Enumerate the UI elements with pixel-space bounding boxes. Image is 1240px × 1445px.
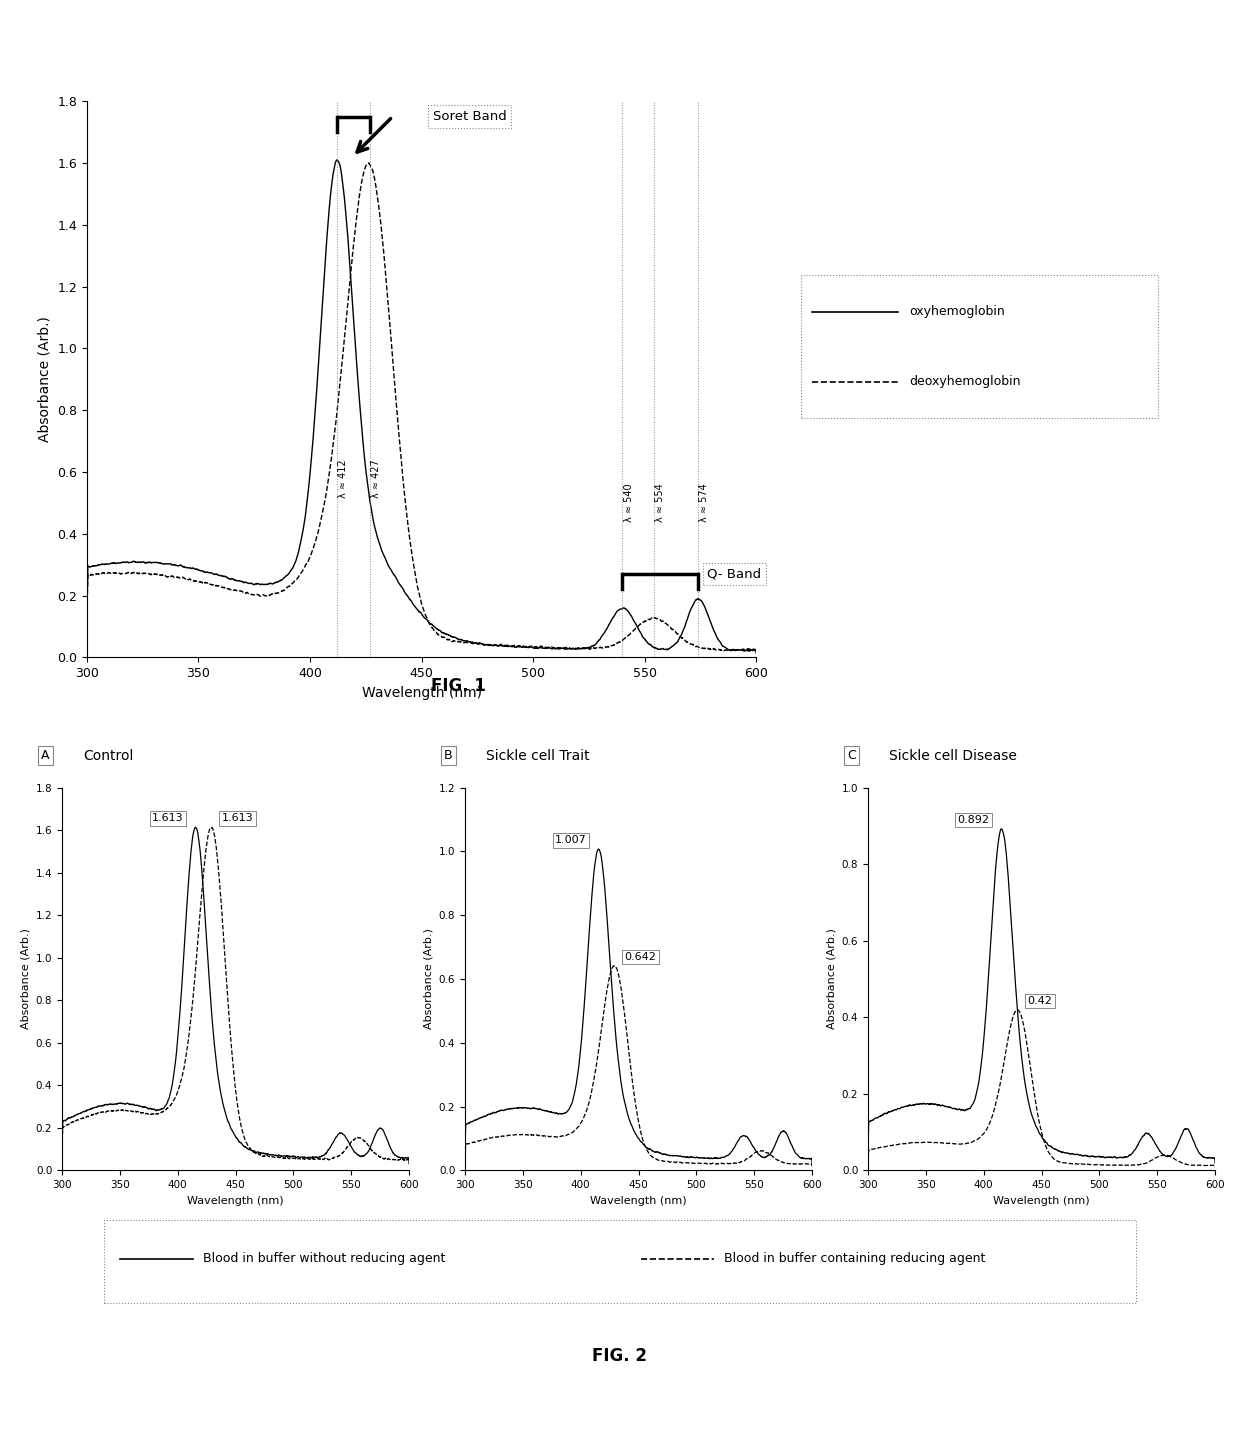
FancyBboxPatch shape	[801, 275, 1158, 419]
Y-axis label: Absorbance (Arb.): Absorbance (Arb.)	[826, 929, 836, 1029]
Text: Control: Control	[83, 749, 133, 763]
Text: Sickle cell Disease: Sickle cell Disease	[889, 749, 1017, 763]
deoxyhemoglobin	[366, 162, 381, 179]
Text: λ ≈ 574: λ ≈ 574	[699, 484, 709, 522]
deoxyhemoglobin	[663, 620, 678, 637]
oxyhemoglobin	[156, 555, 171, 572]
Y-axis label: Absorbance (Arb.): Absorbance (Arb.)	[37, 316, 52, 442]
deoxyhemoglobin	[336, 338, 351, 355]
Text: 1.007: 1.007	[554, 835, 587, 845]
Text: B: B	[444, 749, 453, 762]
oxyhemoglobin	[737, 642, 751, 659]
Y-axis label: Absorbance (Arb.): Absorbance (Arb.)	[20, 929, 30, 1029]
Text: Blood in buffer containing reducing agent: Blood in buffer containing reducing agen…	[724, 1253, 986, 1266]
oxyhemoglobin	[336, 184, 351, 201]
Text: Soret Band: Soret Band	[433, 110, 506, 123]
X-axis label: Wavelength (nm): Wavelength (nm)	[187, 1195, 284, 1205]
deoxyhemoglobin	[749, 644, 764, 662]
Text: A: A	[41, 749, 50, 762]
Text: 1.613: 1.613	[222, 814, 253, 824]
X-axis label: Wavelength (nm): Wavelength (nm)	[590, 1195, 687, 1205]
Text: 0.642: 0.642	[625, 952, 657, 962]
Text: FIG. 1: FIG. 1	[432, 676, 486, 695]
oxyhemoglobin	[663, 639, 678, 656]
Text: Q- Band: Q- Band	[707, 568, 761, 581]
Text: 0.892: 0.892	[957, 815, 990, 825]
Text: 0.42: 0.42	[1028, 996, 1053, 1006]
deoxyhemoglobin	[737, 640, 751, 657]
Line: oxyhemoglobin: oxyhemoglobin	[87, 160, 756, 653]
Text: oxyhemoglobin: oxyhemoglobin	[909, 305, 1004, 318]
Text: λ ≈ 554: λ ≈ 554	[655, 484, 665, 522]
deoxyhemoglobin	[196, 574, 211, 591]
oxyhemoglobin	[749, 644, 764, 662]
Y-axis label: Absorbance (Arb.): Absorbance (Arb.)	[423, 929, 433, 1029]
FancyBboxPatch shape	[104, 1221, 1136, 1303]
Text: deoxyhemoglobin: deoxyhemoglobin	[909, 376, 1021, 389]
Text: C: C	[847, 749, 856, 762]
Text: Sickle cell Trait: Sickle cell Trait	[486, 749, 589, 763]
oxyhemoglobin	[196, 562, 211, 579]
Text: λ ≈ 540: λ ≈ 540	[624, 484, 634, 522]
Line: deoxyhemoglobin: deoxyhemoglobin	[87, 163, 756, 653]
X-axis label: Wavelength (nm): Wavelength (nm)	[993, 1195, 1090, 1205]
Text: FIG. 2: FIG. 2	[593, 1347, 647, 1366]
Text: Blood in buffer without reducing agent: Blood in buffer without reducing agent	[203, 1253, 445, 1266]
Text: 1.613: 1.613	[151, 814, 184, 824]
X-axis label: Wavelength (nm): Wavelength (nm)	[362, 686, 481, 699]
oxyhemoglobin	[366, 509, 381, 526]
oxyhemoglobin	[330, 152, 345, 169]
Text: λ ≈ 427: λ ≈ 427	[372, 460, 382, 497]
deoxyhemoglobin	[361, 155, 376, 172]
oxyhemoglobin	[79, 603, 94, 620]
Text: λ ≈ 412: λ ≈ 412	[339, 460, 348, 497]
deoxyhemoglobin	[156, 566, 171, 584]
deoxyhemoglobin	[79, 607, 94, 624]
